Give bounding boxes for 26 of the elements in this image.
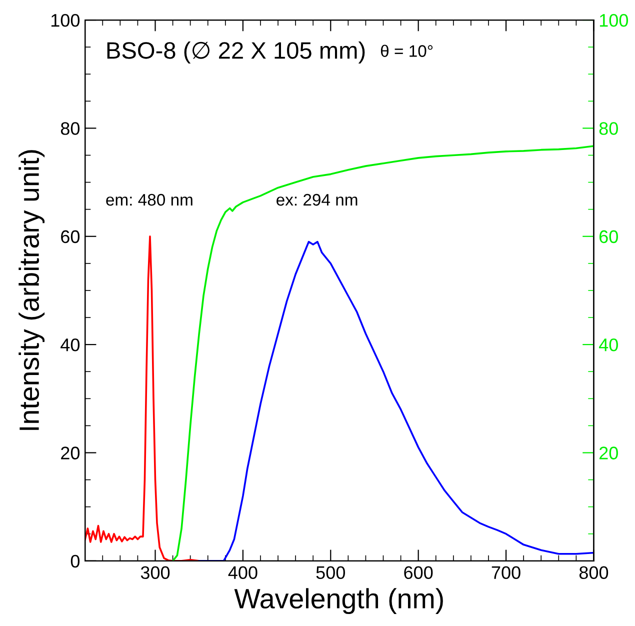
x-tick-label: 300	[140, 566, 170, 580]
x-axis-title: Wavelength (nm)	[234, 588, 443, 614]
line-series	[172, 145, 594, 561]
annotation: ex: 294 nm	[276, 194, 358, 206]
y2-tick-label: 20	[599, 446, 618, 460]
annotation: em: 480 nm	[106, 194, 192, 206]
annotation: θ = 10°	[380, 44, 433, 57]
y2-tick-label: 100	[600, 14, 628, 27]
x-tick-label: 400	[228, 566, 258, 580]
line-series	[198, 240, 594, 561]
y-axis-title: Intensity (arbitrary unit)	[18, 150, 45, 430]
y2-tick-label: 80	[599, 122, 618, 135]
x-tick-label: 700	[492, 566, 520, 580]
line-series	[85, 235, 200, 561]
y-tick-label: 20	[61, 446, 80, 460]
y-tick-label: 0	[70, 554, 80, 568]
y-tick-label: 60	[61, 230, 80, 244]
x-tick-label: 600	[404, 566, 433, 580]
x-tick-label: 500	[316, 566, 345, 580]
y-tick-label: 80	[60, 122, 80, 135]
y-tick-label: 100	[51, 14, 80, 27]
text: BSO-8 (∅ 22 X 105 mm)	[107, 41, 365, 64]
x-tick-label: 800	[579, 566, 608, 580]
y2-tick-label: 40	[599, 338, 618, 352]
y-tick-label: 40	[60, 338, 80, 352]
y2-tick-label: 60	[600, 230, 618, 244]
